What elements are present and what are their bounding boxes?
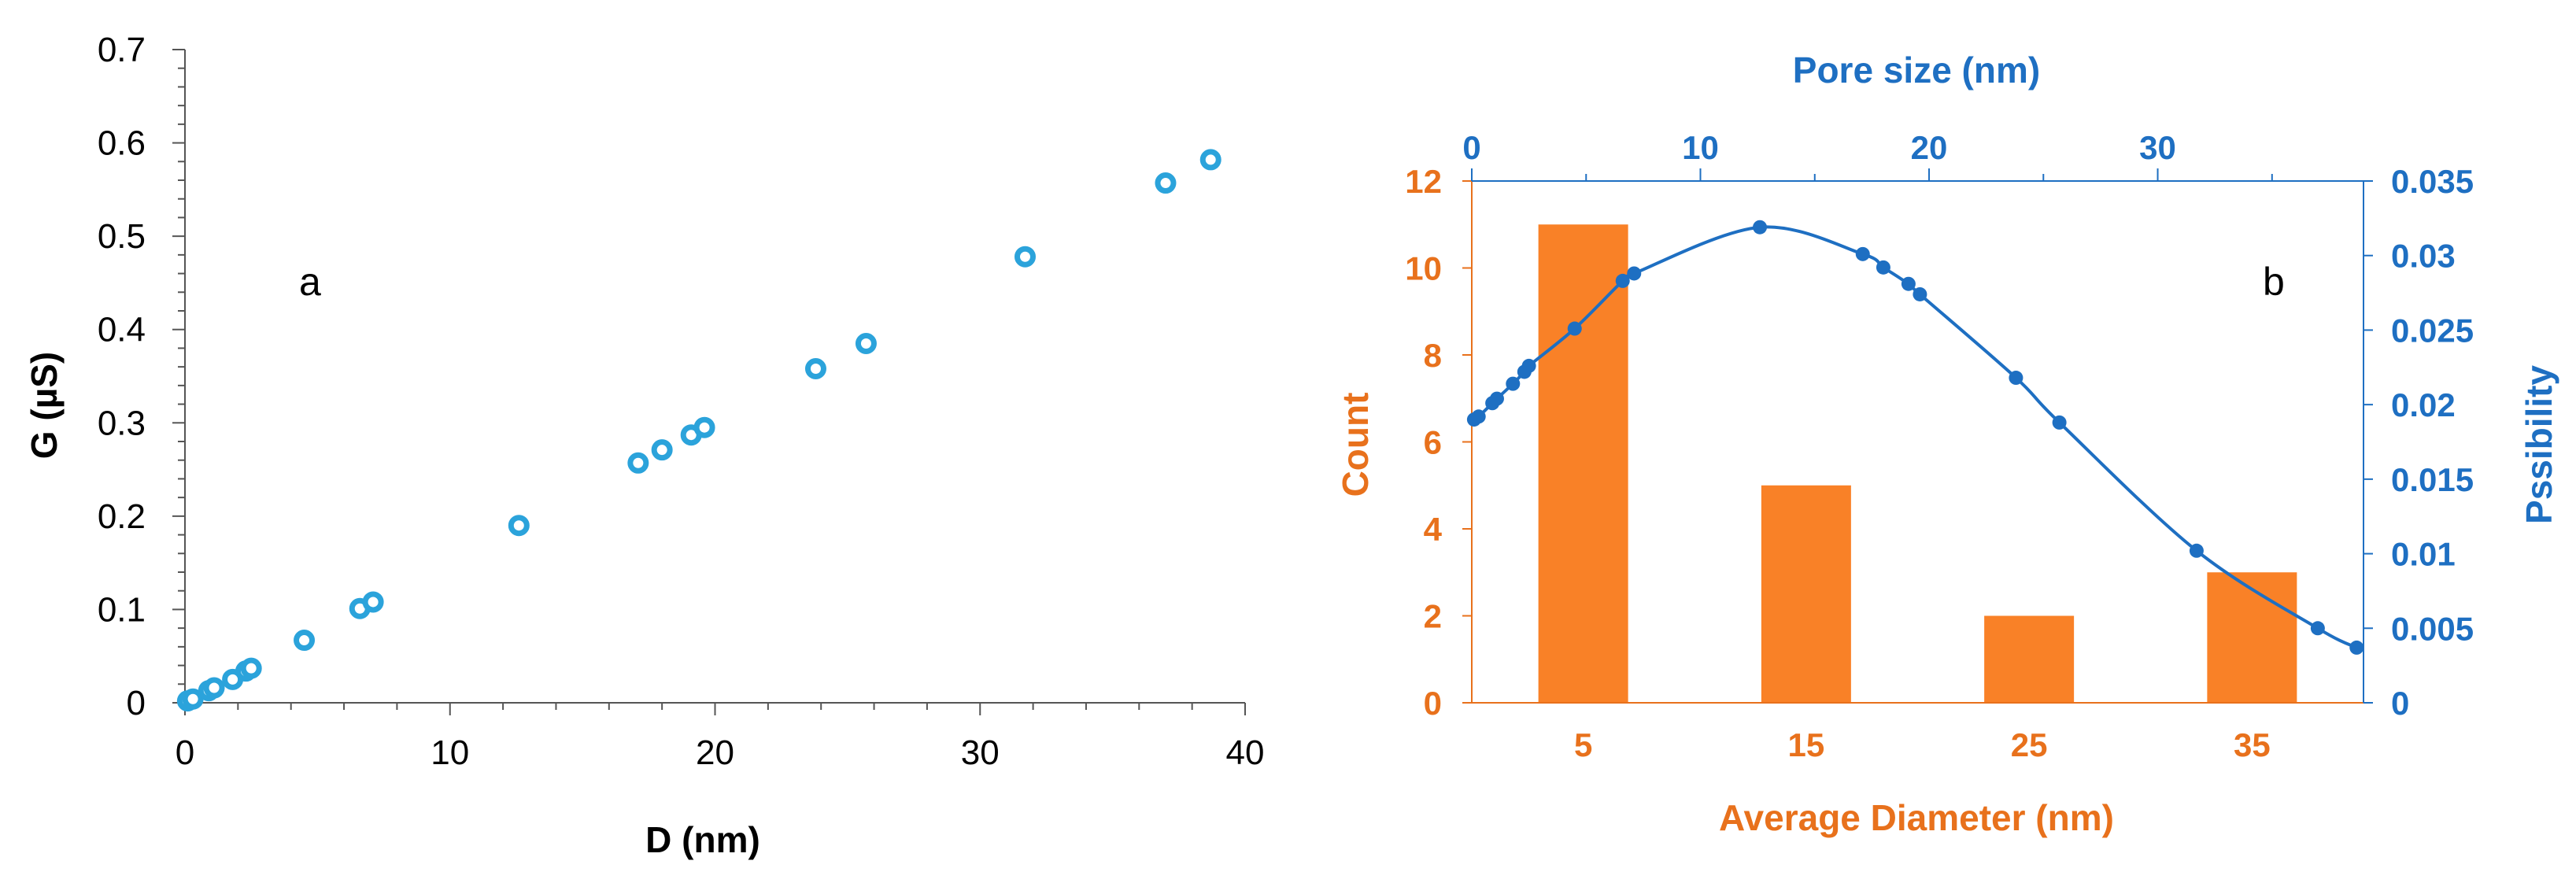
panel-b-curve-point bbox=[1521, 358, 1536, 373]
panel-b-top-x-tick-label: 30 bbox=[2139, 129, 2176, 166]
panel-b-curve-point bbox=[1627, 266, 1642, 281]
panel-a-ticks: 0 0.1 0.2 0.3 0.4 0.5 0.6 0.7 0 10 20 30 40 bbox=[98, 31, 1265, 772]
panel-a-data-point bbox=[804, 358, 826, 380]
panel-b-curve-point bbox=[2189, 543, 2204, 558]
panel-b-histogram-chart: 5 15 25 35 0 2 4 6 8 10 12 0 10 20 30 0 0.005 0.01 0.015 0.… bbox=[1335, 50, 2559, 838]
panel-a-y-tick-label: 0.4 bbox=[98, 311, 146, 349]
panel-a-data-point bbox=[362, 591, 384, 613]
panel-b-curve-point bbox=[1901, 276, 1916, 291]
panel-b-axes: 5 15 25 35 0 2 4 6 8 10 12 0 10 20 30 0 0.005 0.01 0.015 0.… bbox=[1405, 129, 2474, 763]
panel-b-left-tick-label: 0 bbox=[1424, 685, 1442, 722]
panel-a-y-tick-label: 0.6 bbox=[98, 124, 146, 163]
panel-a-data-point bbox=[1155, 172, 1177, 194]
panel-a-y-axis-title: G (µS) bbox=[24, 352, 65, 459]
panel-b-top-x-tick-label: 20 bbox=[1911, 129, 1948, 166]
panel-a-x-tick-label: 20 bbox=[696, 733, 734, 772]
panel-a-x-tick-label: 40 bbox=[1226, 733, 1265, 772]
panel-b-left-tick-label: 8 bbox=[1424, 337, 1442, 374]
panel-b-right-tick-label: 0.015 bbox=[2391, 461, 2474, 498]
panel-b-bar bbox=[1761, 485, 1851, 703]
panel-b-top-x-axis-title: Pore size (nm) bbox=[1793, 50, 2040, 91]
panel-a-label: a bbox=[299, 260, 321, 304]
panel-b-curve-point bbox=[1855, 246, 1870, 261]
panel-b-curve-point bbox=[2009, 371, 2023, 386]
panel-a-data-point bbox=[693, 416, 715, 438]
panel-a-x-tick-label: 0 bbox=[176, 733, 194, 772]
panel-b-right-tick-label: 0.01 bbox=[2391, 536, 2456, 573]
panel-b-left-tick-label: 12 bbox=[1405, 163, 1442, 200]
panel-a-y-tick-label: 0.5 bbox=[98, 217, 146, 256]
panel-b-right-y-axis-title: Pssibility bbox=[2519, 365, 2559, 524]
panel-a-data-point bbox=[203, 677, 225, 699]
panel-a-data-point bbox=[1199, 149, 1221, 171]
panel-a-data-point bbox=[508, 515, 530, 537]
panel-b-curve-point bbox=[2349, 640, 2364, 655]
panel-b-left-tick-label: 10 bbox=[1405, 250, 1442, 287]
panel-b-curve-point bbox=[2052, 415, 2067, 430]
panel-b-left-tick-label: 6 bbox=[1424, 424, 1442, 461]
panel-a-data-point bbox=[627, 452, 649, 474]
panel-b-left-tick-label: 2 bbox=[1424, 598, 1442, 635]
panel-a-y-tick-label: 0.1 bbox=[98, 590, 146, 629]
panel-b-curve-point bbox=[1471, 409, 1486, 424]
panel-b-top-x-tick-label: 0 bbox=[1462, 129, 1480, 166]
panel-a-data-point bbox=[1014, 246, 1036, 268]
panel-b-curve-point bbox=[1876, 260, 1890, 275]
panel-b-curve-point bbox=[1489, 391, 1504, 406]
panel-b-right-tick-label: 0 bbox=[2391, 685, 2409, 722]
panel-b-left-tick-label: 4 bbox=[1424, 511, 1443, 548]
panel-a-data-point bbox=[855, 333, 877, 354]
panel-a-data-point bbox=[240, 657, 262, 679]
panel-b-right-tick-label: 0.025 bbox=[2391, 312, 2474, 349]
panel-b-bottom-x-axis-title: Average Diameter (nm) bbox=[1719, 797, 2114, 838]
panel-a-data-point bbox=[651, 439, 673, 461]
panel-a-x-tick-label: 10 bbox=[431, 733, 469, 772]
panel-b-curve-point bbox=[1506, 376, 1521, 391]
panel-b-curve-point bbox=[2310, 621, 2325, 636]
panel-b-right-tick-label: 0.005 bbox=[2391, 610, 2474, 647]
panel-b-curve-point bbox=[1753, 220, 1768, 235]
panel-b-right-tick-label: 0.035 bbox=[2391, 163, 2474, 200]
panel-a-scatter-chart: 0 0.1 0.2 0.3 0.4 0.5 0.6 0.7 0 10 20 30 40 a D (nm)… bbox=[24, 31, 1264, 860]
panel-b-bar bbox=[1984, 615, 2075, 703]
panel-a-points bbox=[176, 149, 1221, 712]
panel-b-bar bbox=[1538, 224, 1628, 703]
panel-a-data-point bbox=[294, 630, 316, 652]
panel-b-bar bbox=[2207, 572, 2297, 703]
panel-b-left-y-axis-title: Count bbox=[1335, 393, 1376, 497]
panel-a-y-tick-label: 0.2 bbox=[98, 497, 146, 536]
panel-b-bottom-x-tick-label: 35 bbox=[2234, 726, 2271, 763]
panel-a-y-tick-label: 0.7 bbox=[98, 31, 146, 69]
panel-b-bottom-x-tick-label: 25 bbox=[2011, 726, 2048, 763]
panel-b-curve-point bbox=[1913, 286, 1927, 301]
panel-a-y-tick-label: 0 bbox=[127, 684, 146, 722]
panel-b-bottom-x-tick-label: 5 bbox=[1574, 726, 1592, 763]
panel-b-curve-point bbox=[1567, 321, 1582, 336]
panel-a-x-axis-title: D (nm) bbox=[645, 819, 760, 860]
panel-a-x-tick-label: 30 bbox=[961, 733, 1000, 772]
panel-a-data-point bbox=[182, 688, 204, 710]
panel-b-right-tick-label: 0.02 bbox=[2391, 386, 2456, 423]
panel-b-bottom-x-tick-label: 15 bbox=[1788, 726, 1825, 763]
panel-b-label: b bbox=[2263, 260, 2285, 304]
panel-b-curve-point bbox=[1615, 273, 1630, 288]
panel-b-curve-points bbox=[1466, 220, 2364, 655]
panel-b-right-tick-label: 0.03 bbox=[2391, 238, 2456, 275]
panel-b-top-x-tick-label: 10 bbox=[1682, 129, 1719, 166]
panel-b-bars bbox=[1538, 224, 2297, 703]
panel-a-y-tick-label: 0.3 bbox=[98, 404, 146, 442]
